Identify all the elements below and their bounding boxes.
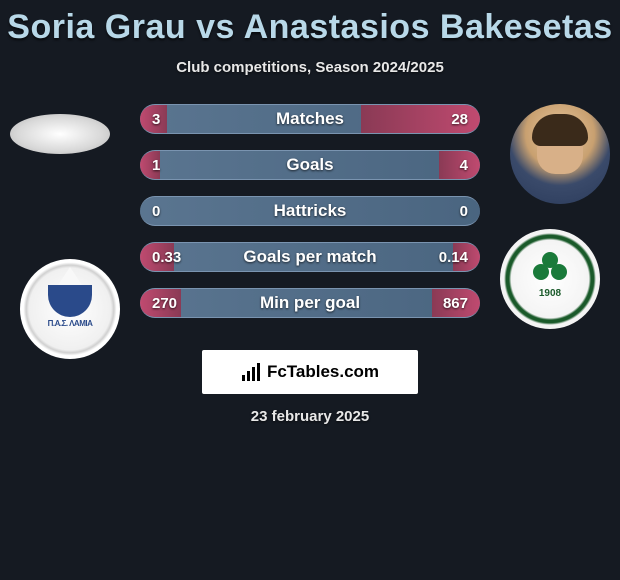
ship-icon <box>48 285 92 317</box>
player-right-avatar <box>510 104 610 204</box>
stat-rows: 3 Matches 28 1 Goals 4 0 Hattricks 0 0.3… <box>140 104 480 334</box>
player-left-avatar <box>10 114 110 154</box>
page-title: Soria Grau vs Anastasios Bakesetas <box>0 0 620 47</box>
stat-row-hattricks: 0 Hattricks 0 <box>140 196 480 226</box>
stat-row-goals: 1 Goals 4 <box>140 150 480 180</box>
subtitle: Club competitions, Season 2024/2025 <box>0 59 620 76</box>
stat-value-left: 0 <box>152 203 160 220</box>
stat-value-right: 867 <box>443 295 468 312</box>
stat-value-right: 28 <box>451 111 468 128</box>
stat-label: Goals <box>286 155 333 175</box>
stat-value-right: 0 <box>460 203 468 220</box>
bar-chart-icon <box>241 363 263 381</box>
club-left-badge: Π.Α.Σ. ΛΑΜΙΑ <box>20 259 120 359</box>
clover-icon <box>533 252 567 286</box>
stat-row-goals-per-match: 0.33 Goals per match 0.14 <box>140 242 480 272</box>
stat-label: Matches <box>276 109 344 129</box>
brand-text: FcTables.com <box>267 362 379 382</box>
club-right-year: 1908 <box>539 288 561 299</box>
stat-value-left: 0.33 <box>152 249 181 266</box>
brand-box[interactable]: FcTables.com <box>202 350 418 394</box>
stat-label: Hattricks <box>274 201 347 221</box>
stat-value-left: 3 <box>152 111 160 128</box>
stat-row-min-per-goal: 270 Min per goal 867 <box>140 288 480 318</box>
stat-row-matches: 3 Matches 28 <box>140 104 480 134</box>
club-left-label: Π.Α.Σ. ΛΑΜΙΑ <box>48 319 93 328</box>
stat-value-right: 4 <box>460 157 468 174</box>
stat-label: Min per goal <box>260 293 360 313</box>
date-label: 23 february 2025 <box>0 408 620 425</box>
club-right-badge: 1908 <box>500 229 600 329</box>
stat-value-right: 0.14 <box>439 249 468 266</box>
stat-value-left: 1 <box>152 157 160 174</box>
stat-label: Goals per match <box>243 247 376 267</box>
comparison-area: Π.Α.Σ. ΛΑΜΙΑ 1908 3 Matches 28 1 Goals 4… <box>0 104 620 344</box>
stat-value-left: 270 <box>152 295 177 312</box>
